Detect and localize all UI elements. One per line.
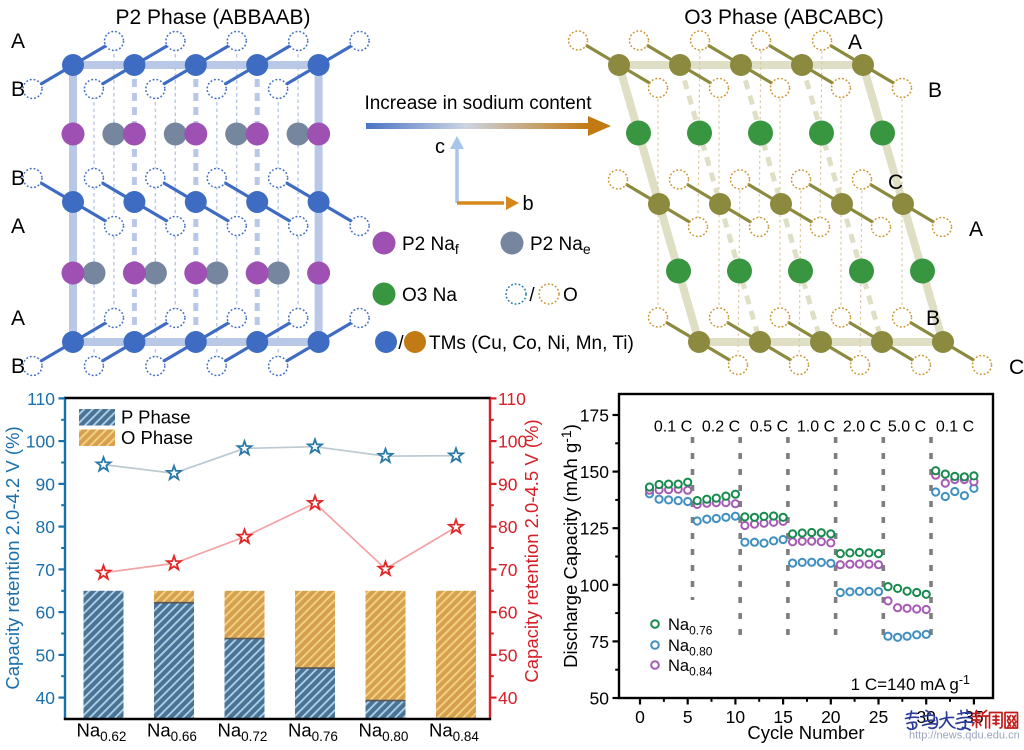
svg-text:Discharge Capacity (mAh g-1): Discharge Capacity (mAh g-1) bbox=[558, 424, 581, 668]
svg-text:Cycle Number: Cycle Number bbox=[747, 722, 864, 743]
svg-text:80: 80 bbox=[498, 517, 518, 537]
svg-text:1.0 C: 1.0 C bbox=[797, 419, 835, 436]
svg-text:110: 110 bbox=[27, 389, 55, 409]
svg-text:110: 110 bbox=[498, 389, 526, 409]
svg-text:90: 90 bbox=[36, 474, 56, 494]
svg-text:O3 Na: O3 Na bbox=[402, 285, 457, 306]
svg-text:B: B bbox=[11, 355, 25, 378]
svg-text:75: 75 bbox=[590, 632, 609, 652]
svg-text:1 C=140 mA g-1: 1 C=140 mA g-1 bbox=[851, 673, 970, 694]
svg-text:60: 60 bbox=[498, 603, 518, 623]
svg-text:/: / bbox=[529, 285, 535, 306]
svg-text:0: 0 bbox=[635, 707, 645, 727]
svg-text:A: A bbox=[969, 218, 983, 241]
svg-text:2.0 C: 2.0 C bbox=[843, 419, 881, 436]
svg-text:0.2 C: 0.2 C bbox=[702, 419, 740, 436]
svg-text:25: 25 bbox=[869, 707, 888, 727]
svg-text:5: 5 bbox=[683, 707, 693, 727]
svg-text:5.0 C: 5.0 C bbox=[888, 419, 926, 436]
svg-text:O: O bbox=[563, 285, 578, 306]
svg-text:O Phase: O Phase bbox=[121, 427, 193, 448]
svg-text:/: / bbox=[398, 333, 404, 354]
svg-text:175: 175 bbox=[580, 406, 609, 426]
svg-text:B: B bbox=[928, 79, 942, 102]
svg-text:TMs (Cu, Co, Ni, Mn, Ti): TMs (Cu, Co, Ni, Mn, Ti) bbox=[429, 333, 634, 354]
svg-text:0.1 C: 0.1 C bbox=[936, 419, 974, 436]
svg-text:B: B bbox=[11, 167, 25, 190]
svg-text:0.5 C: 0.5 C bbox=[750, 419, 788, 436]
svg-text:40: 40 bbox=[498, 688, 518, 708]
svg-text:100: 100 bbox=[580, 575, 609, 595]
svg-text:A: A bbox=[848, 31, 862, 54]
svg-text:50: 50 bbox=[498, 645, 518, 665]
svg-text:30: 30 bbox=[916, 707, 936, 727]
svg-text:Increase in sodium content: Increase in sodium content bbox=[364, 93, 592, 114]
svg-text:10: 10 bbox=[726, 707, 746, 727]
svg-text:125: 125 bbox=[580, 519, 609, 539]
svg-text:Capacity retention 2.0-4.5 V (: Capacity retention 2.0-4.5 V (%) bbox=[521, 419, 542, 682]
svg-text:C: C bbox=[888, 171, 903, 194]
svg-text:B: B bbox=[926, 307, 940, 330]
svg-text:50: 50 bbox=[36, 645, 56, 665]
svg-text:150: 150 bbox=[580, 462, 609, 482]
svg-text:B: B bbox=[11, 78, 25, 101]
svg-text:40: 40 bbox=[36, 688, 56, 708]
svg-text:P Phase: P Phase bbox=[121, 407, 191, 428]
svg-text:70: 70 bbox=[498, 560, 518, 580]
svg-text:80: 80 bbox=[36, 517, 56, 537]
svg-text:P2 Naf: P2 Naf bbox=[402, 234, 459, 257]
svg-text:100: 100 bbox=[498, 432, 527, 452]
svg-text:c: c bbox=[435, 136, 445, 158]
svg-text:b: b bbox=[522, 193, 533, 215]
svg-text:100: 100 bbox=[26, 432, 55, 452]
svg-text:20: 20 bbox=[821, 707, 841, 727]
svg-text:Capacity retention 2.0-4.2 V (: Capacity retention 2.0-4.2 V (%) bbox=[2, 426, 23, 689]
svg-text:C: C bbox=[1009, 356, 1024, 379]
svg-text:15: 15 bbox=[773, 707, 792, 727]
svg-text:60: 60 bbox=[36, 603, 56, 623]
svg-text:P2 Nae: P2 Nae bbox=[530, 234, 591, 257]
svg-text:O3 Phase (ABCABC): O3 Phase (ABCABC) bbox=[684, 6, 884, 29]
svg-text:90: 90 bbox=[498, 474, 518, 494]
svg-text:A: A bbox=[11, 307, 25, 330]
svg-text:0.1 C: 0.1 C bbox=[654, 419, 692, 436]
svg-text:70: 70 bbox=[36, 560, 56, 580]
svg-text:P2 Phase (ABBAAB): P2 Phase (ABBAAB) bbox=[116, 6, 311, 29]
svg-text:A: A bbox=[11, 215, 25, 238]
svg-text:http://news.qdu.edu.cn: http://news.qdu.edu.cn bbox=[909, 730, 1020, 742]
svg-text:50: 50 bbox=[590, 689, 610, 709]
svg-text:A: A bbox=[11, 30, 25, 53]
